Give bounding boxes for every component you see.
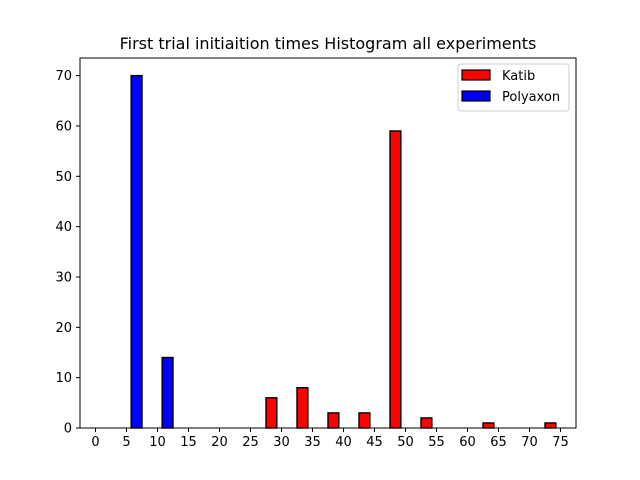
bar-katib-60 <box>482 422 495 429</box>
legend-label-polyaxon: Polyaxon <box>502 90 560 105</box>
y-axis: 0 10 20 30 40 50 60 70 <box>55 69 80 437</box>
bar-katib-50 <box>420 417 433 429</box>
bar-katib-70 <box>544 422 557 429</box>
chart-title: First trial initiaition times Histogram … <box>120 34 537 53</box>
x-tick-label: 35 <box>304 435 321 450</box>
plot-area <box>80 58 576 428</box>
x-tick-label: 20 <box>211 435 228 450</box>
x-tick-label: 0 <box>91 435 99 450</box>
y-tick-label: 20 <box>55 321 72 336</box>
y-tick-label: 10 <box>55 371 72 386</box>
bar-katib-35 <box>327 412 340 429</box>
bar-polyaxon-5 <box>130 74 143 429</box>
bar-katib-40 <box>358 412 371 429</box>
y-tick-label: 70 <box>55 69 72 84</box>
y-tick-label: 40 <box>55 220 72 235</box>
x-tick-label: 60 <box>459 435 476 450</box>
x-tick-label: 70 <box>521 435 538 450</box>
bar-katib-45 <box>389 130 402 429</box>
legend-swatch-polyaxon <box>461 90 491 102</box>
y-tick-label: 50 <box>55 170 72 185</box>
x-tick-label: 45 <box>366 435 383 450</box>
legend: Katib Polyaxon <box>457 63 570 112</box>
legend-swatch-katib <box>461 69 491 81</box>
x-tick-label: 25 <box>242 435 259 450</box>
legend-label-katib: Katib <box>502 69 535 84</box>
x-tick-label: 15 <box>180 435 197 450</box>
x-axis: 0 5 10 15 20 25 30 35 40 45 50 55 60 65 70 75 <box>91 428 569 450</box>
bar-polyaxon-10 <box>161 356 174 429</box>
y-tick-label: 0 <box>64 422 72 437</box>
x-tick-label: 65 <box>490 435 507 450</box>
x-tick-label: 10 <box>149 435 166 450</box>
x-tick-label: 5 <box>122 435 130 450</box>
bar-katib-30 <box>296 387 309 429</box>
x-tick-label: 75 <box>552 435 569 450</box>
y-tick-label: 30 <box>55 270 72 285</box>
x-tick-label: 55 <box>428 435 445 450</box>
plot-frame <box>79 57 577 429</box>
bar-katib-25 <box>265 397 278 429</box>
x-tick-label: 30 <box>273 435 290 450</box>
x-tick-label: 50 <box>397 435 414 450</box>
y-tick-label: 60 <box>55 119 72 134</box>
x-tick-label: 40 <box>335 435 352 450</box>
